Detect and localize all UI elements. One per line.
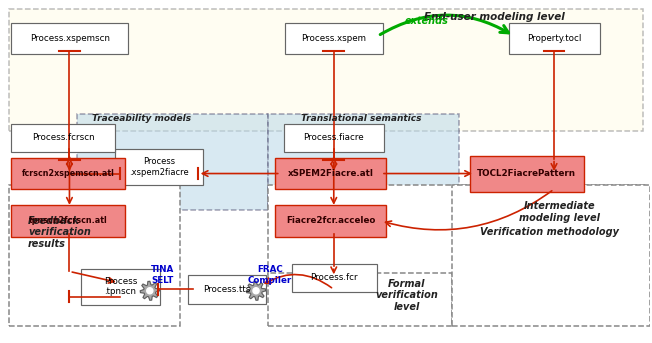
Text: Process
.tpnscn: Process .tpnscn <box>104 277 137 296</box>
FancyBboxPatch shape <box>81 269 160 305</box>
Text: Process.tts: Process.tts <box>203 285 251 294</box>
Text: FRAC
Compiler: FRAC Compiler <box>248 265 291 285</box>
FancyBboxPatch shape <box>291 264 377 292</box>
FancyBboxPatch shape <box>284 124 383 152</box>
Text: Translational semantics: Translational semantics <box>301 115 422 123</box>
Polygon shape <box>246 281 265 300</box>
FancyBboxPatch shape <box>275 157 386 189</box>
Text: xSPEM2Fiacre.atl: xSPEM2Fiacre.atl <box>288 169 374 178</box>
FancyBboxPatch shape <box>452 185 650 326</box>
Polygon shape <box>147 288 153 294</box>
Text: TOCL2FiacrePattern: TOCL2FiacrePattern <box>477 169 576 178</box>
Text: End-user modeling level: End-user modeling level <box>424 12 565 22</box>
FancyBboxPatch shape <box>509 23 600 54</box>
Text: TINA
SELT: TINA SELT <box>151 265 173 285</box>
FancyBboxPatch shape <box>470 156 584 192</box>
Text: Process.fcr: Process.fcr <box>310 273 358 282</box>
FancyBboxPatch shape <box>285 23 383 54</box>
FancyBboxPatch shape <box>8 185 180 326</box>
Text: Process.fiacre: Process.fiacre <box>303 133 364 142</box>
Text: tpnscn2fcrscn.atl: tpnscn2fcrscn.atl <box>29 216 108 225</box>
FancyBboxPatch shape <box>76 114 268 211</box>
FancyBboxPatch shape <box>275 205 386 237</box>
FancyBboxPatch shape <box>268 273 452 326</box>
Text: Traceability models: Traceability models <box>92 115 191 123</box>
Text: Feedback
verification
results: Feedback verification results <box>28 216 91 249</box>
FancyBboxPatch shape <box>8 9 644 131</box>
Text: Process.fcrscn: Process.fcrscn <box>32 133 95 142</box>
Text: Process.xspem: Process.xspem <box>302 34 366 43</box>
FancyBboxPatch shape <box>268 114 459 211</box>
Text: Process
.xspem2fiacre: Process .xspem2fiacre <box>129 157 188 177</box>
Text: Intermediate
modeling level: Intermediate modeling level <box>519 201 600 223</box>
Polygon shape <box>140 281 159 300</box>
FancyBboxPatch shape <box>11 205 125 237</box>
Text: Process.xspemscn: Process.xspemscn <box>30 34 110 43</box>
Text: Fiacre2fcr.acceleo: Fiacre2fcr.acceleo <box>286 216 376 225</box>
FancyBboxPatch shape <box>11 23 128 54</box>
FancyBboxPatch shape <box>11 124 115 152</box>
Text: Formal
verification
level: Formal verification level <box>376 279 438 312</box>
Text: fcrscn2xspemscn.atl: fcrscn2xspemscn.atl <box>22 169 115 178</box>
Text: Property.tocl: Property.tocl <box>527 34 582 43</box>
FancyBboxPatch shape <box>11 157 125 189</box>
Text: Verification methodology: Verification methodology <box>480 227 619 237</box>
FancyBboxPatch shape <box>188 275 267 304</box>
FancyBboxPatch shape <box>268 185 647 282</box>
FancyBboxPatch shape <box>115 149 203 185</box>
Polygon shape <box>253 288 259 294</box>
Text: extends: extends <box>404 16 449 26</box>
